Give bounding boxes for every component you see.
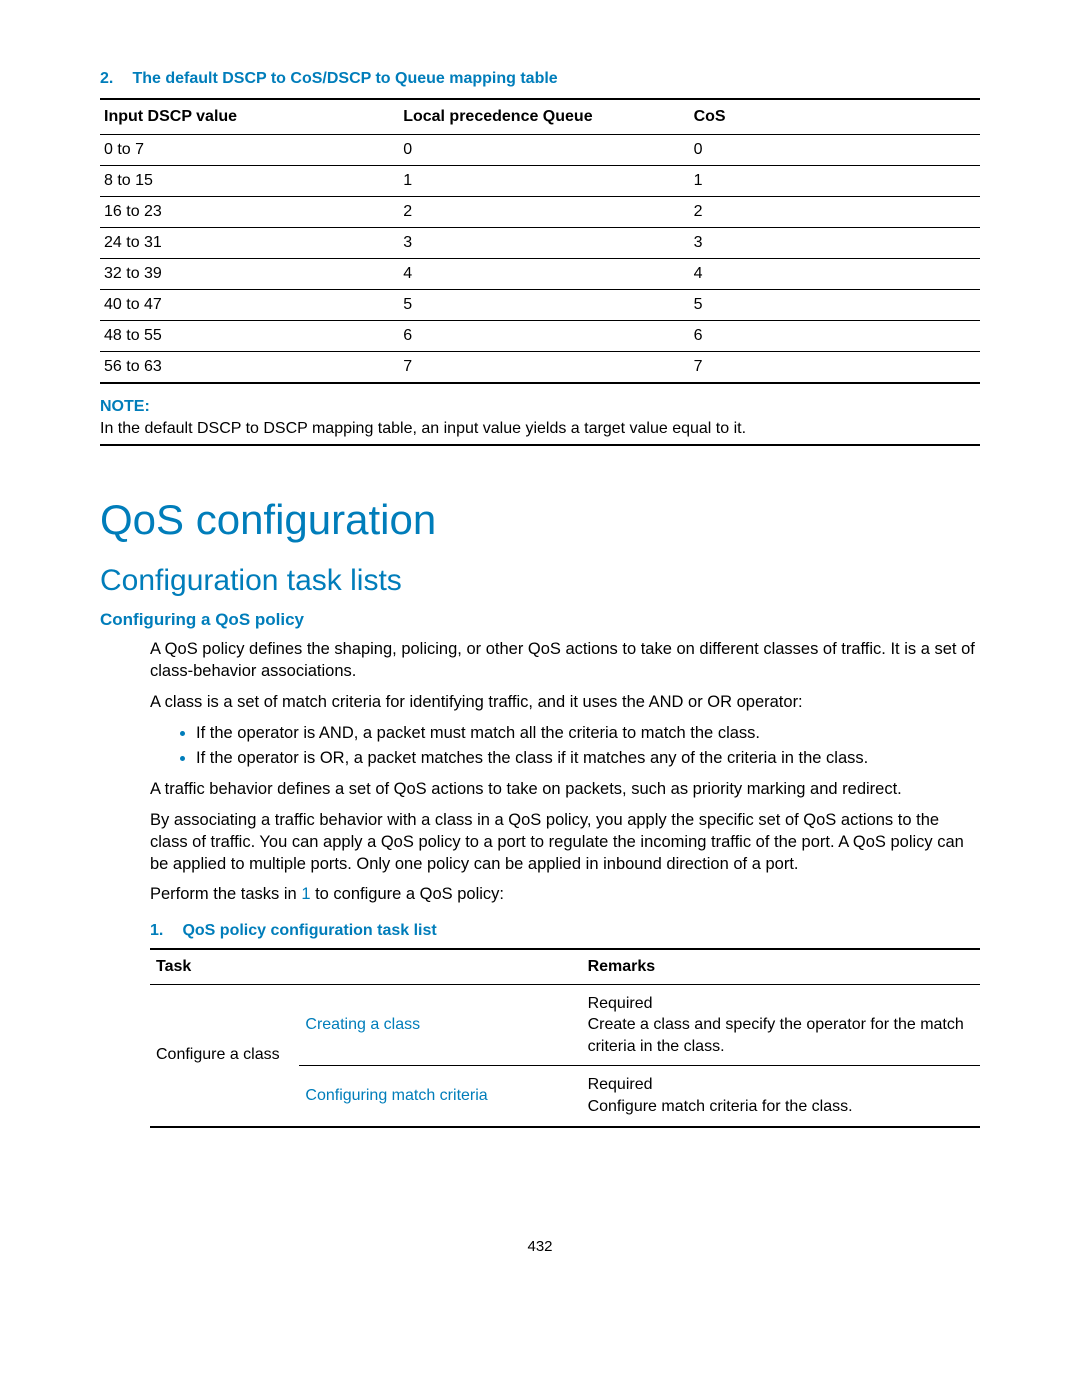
paragraph: A QoS policy defines the shaping, polici… (150, 638, 980, 683)
table-row: 24 to 31 3 3 (100, 228, 980, 259)
table-header-row: Task Remarks (150, 949, 980, 985)
heading-h1: QoS configuration (100, 496, 980, 544)
task-table-caption: 1. QoS policy configuration task list (150, 922, 980, 940)
document-page: 2. The default DSCP to CoS/DSCP to Queue… (0, 0, 1080, 1315)
table-cell: 5 (690, 290, 980, 321)
table-header-row: Input DSCP value Local precedence Queue … (100, 99, 980, 135)
heading-h3: Configuring a QoS policy (100, 610, 980, 630)
col-header: CoS (690, 99, 980, 135)
caption-number: 1. (150, 922, 178, 940)
task-link[interactable]: Creating a class (305, 1016, 420, 1033)
caption-text: The default DSCP to CoS/DSCP to Queue ma… (132, 70, 557, 87)
bullet-list: If the operator is AND, a packet must ma… (170, 721, 980, 771)
remarks-cell: Required Create a class and specify the … (582, 984, 980, 1066)
table-cell: 4 (399, 259, 689, 290)
table-cell: 5 (399, 290, 689, 321)
table-cell: 56 to 63 (100, 352, 399, 384)
table-row: 8 to 15 1 1 (100, 166, 980, 197)
table-cell: 3 (399, 228, 689, 259)
table-cell: 4 (690, 259, 980, 290)
task-list-table: Task Remarks Configure a class Creating … (150, 948, 980, 1128)
table-cell: 7 (690, 352, 980, 384)
col-header: Remarks (582, 949, 980, 985)
table-cell: 0 (399, 135, 689, 166)
table-row: 16 to 23 2 2 (100, 197, 980, 228)
table-cell: 1 (399, 166, 689, 197)
note-text: In the default DSCP to DSCP mapping tabl… (100, 420, 980, 438)
paragraph: A class is a set of match criteria for i… (150, 691, 980, 713)
list-item: If the operator is AND, a packet must ma… (196, 721, 980, 746)
remark-body: Configure match criteria for the class. (588, 1096, 974, 1118)
table-row: 48 to 55 6 6 (100, 321, 980, 352)
table-cell: 3 (690, 228, 980, 259)
table-cell: 24 to 31 (100, 228, 399, 259)
caption-text: QoS policy configuration task list (182, 922, 436, 939)
table-row: 40 to 47 5 5 (100, 290, 980, 321)
note-block: NOTE: In the default DSCP to DSCP mappin… (100, 398, 980, 446)
text-fragment: Perform the tasks in (150, 885, 301, 903)
col-header: Local precedence Queue (399, 99, 689, 135)
note-label: NOTE: (100, 398, 980, 416)
heading-h2: Configuration task lists (100, 564, 980, 598)
table-row: Configure a class Creating a class Requi… (150, 984, 980, 1066)
task-link-cell: Configuring match criteria (299, 1066, 581, 1127)
remark-body: Create a class and specify the operator … (588, 1014, 974, 1057)
task-link[interactable]: Configuring match criteria (305, 1087, 487, 1104)
dscp-mapping-table: Input DSCP value Local precedence Queue … (100, 98, 980, 384)
paragraph: A traffic behavior defines a set of QoS … (150, 778, 980, 800)
remark-title: Required (588, 1074, 974, 1096)
table-cell: 0 to 7 (100, 135, 399, 166)
table-cell: 2 (690, 197, 980, 228)
cross-ref-link[interactable]: 1 (301, 885, 310, 903)
page-number: 432 (100, 1238, 980, 1255)
text-fragment: to configure a QoS policy: (311, 885, 505, 903)
table-cell: 0 (690, 135, 980, 166)
table-cell: 6 (690, 321, 980, 352)
paragraph: Perform the tasks in 1 to configure a Qo… (150, 883, 980, 905)
paragraph: By associating a traffic behavior with a… (150, 809, 980, 876)
table-cell: 32 to 39 (100, 259, 399, 290)
caption-number: 2. (100, 70, 128, 88)
table-cell: 40 to 47 (100, 290, 399, 321)
table-cell: 7 (399, 352, 689, 384)
table-cell: 6 (399, 321, 689, 352)
table-cell: 2 (399, 197, 689, 228)
remarks-cell: Required Configure match criteria for th… (582, 1066, 980, 1127)
list-item: If the operator is OR, a packet matches … (196, 746, 980, 771)
task-link-cell: Creating a class (299, 984, 581, 1066)
table-cell: 48 to 55 (100, 321, 399, 352)
col-header: Input DSCP value (100, 99, 399, 135)
remark-title: Required (588, 993, 974, 1015)
col-header: Task (150, 949, 582, 985)
table-cell: 8 to 15 (100, 166, 399, 197)
table-row: 32 to 39 4 4 (100, 259, 980, 290)
table-cell: 16 to 23 (100, 197, 399, 228)
table-row: 0 to 7 0 0 (100, 135, 980, 166)
table-cell: 1 (690, 166, 980, 197)
dscp-table-caption: 2. The default DSCP to CoS/DSCP to Queue… (100, 70, 980, 88)
table-row: 56 to 63 7 7 (100, 352, 980, 384)
group-cell: Configure a class (150, 984, 299, 1126)
